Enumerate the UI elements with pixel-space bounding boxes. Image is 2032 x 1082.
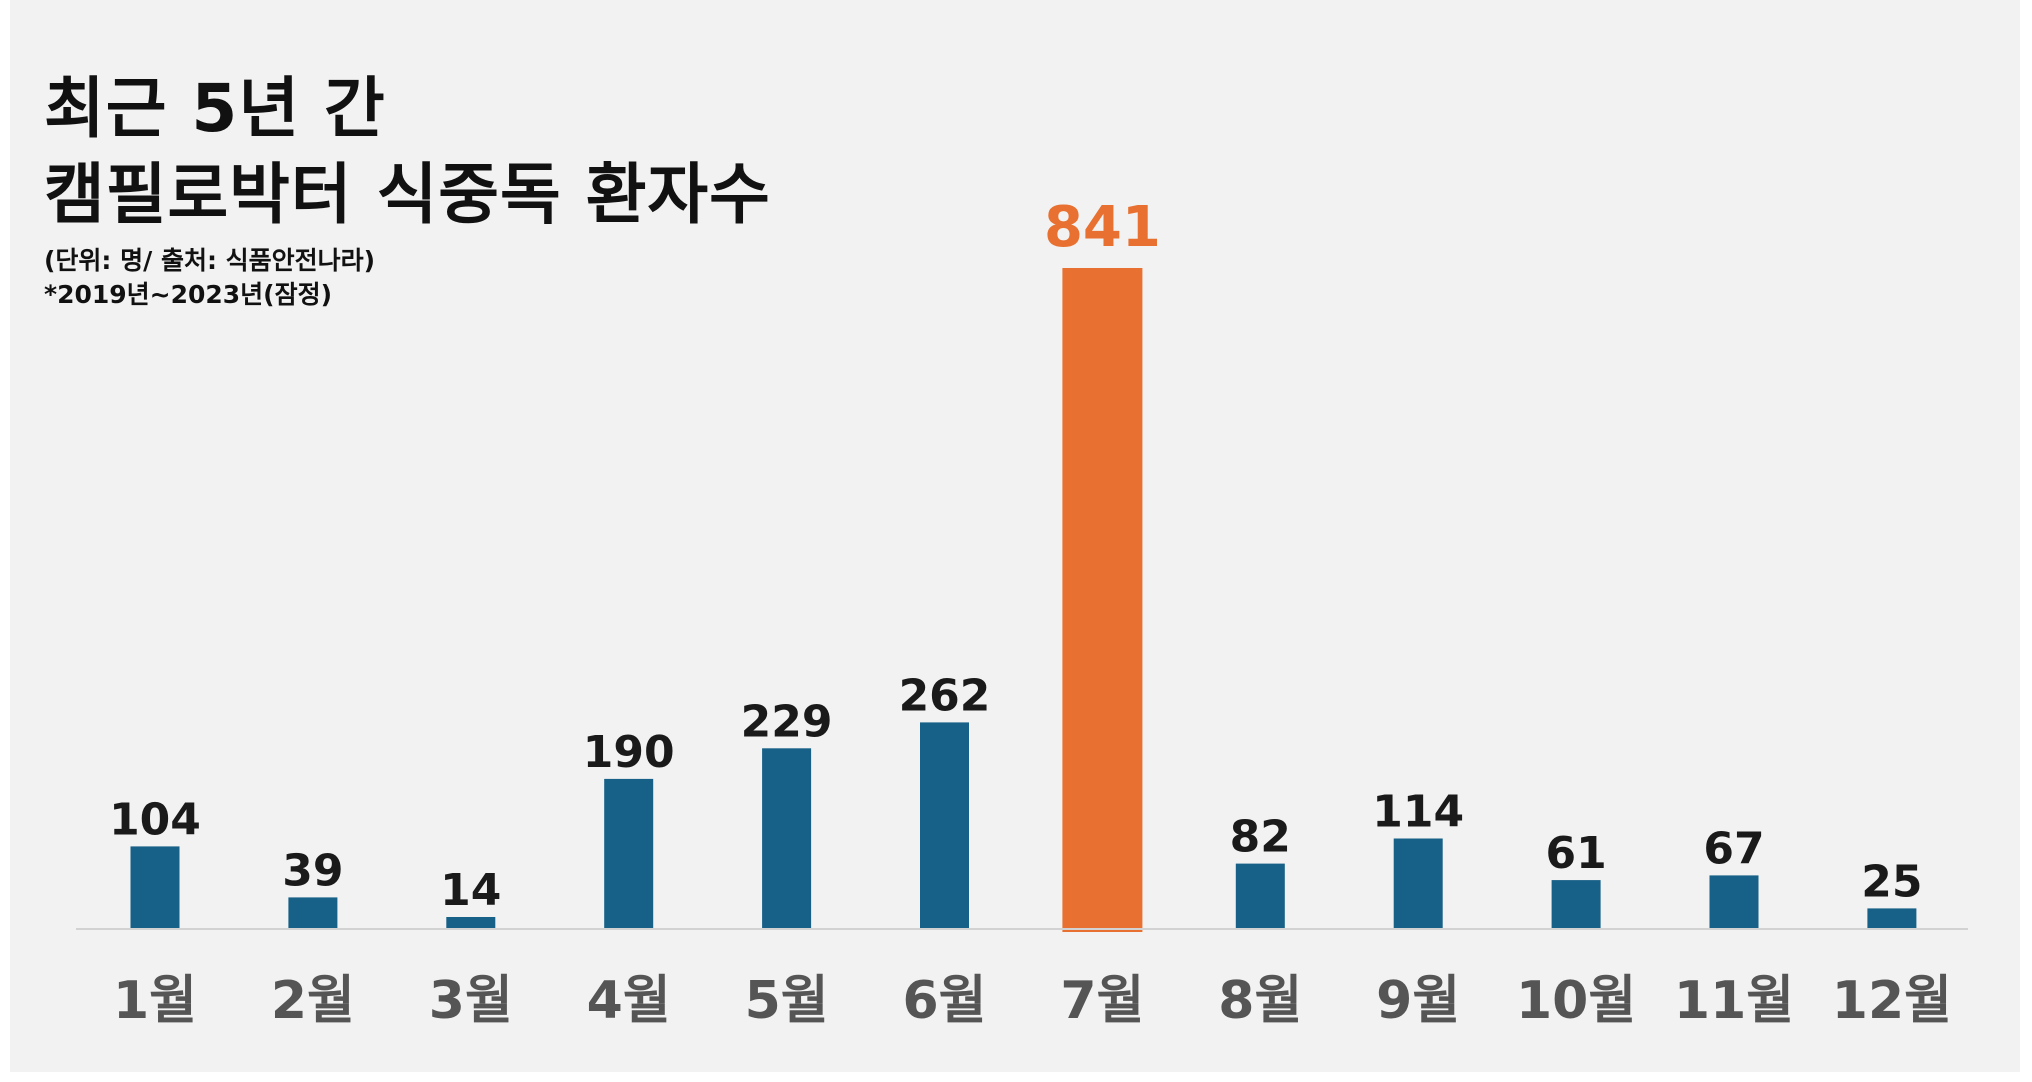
- bar-11: [1709, 875, 1759, 928]
- bar-1: [130, 846, 180, 928]
- category-label-9: 9월: [1376, 971, 1460, 1031]
- chart-notes: (단위: 명/ 출처: 식품안전나라) *2019년~2023년(잠정): [44, 244, 375, 312]
- category-label-1: 1월: [113, 971, 197, 1031]
- value-labels-layer: 104 39 14 190 229 262 841 82 114 61 67 25: [109, 195, 1922, 916]
- value-label-9: 114: [1372, 787, 1464, 838]
- category-label-10: 10월: [1516, 971, 1636, 1031]
- bar-12: [1867, 908, 1917, 928]
- bars-layer: [130, 268, 1917, 932]
- frame-right-edge: [2020, 0, 2032, 1082]
- chart-title-line1: 최근 5년 간: [44, 70, 386, 147]
- category-label-2: 2월: [271, 971, 355, 1031]
- value-label-8: 82: [1230, 812, 1291, 863]
- value-label-11: 67: [1703, 823, 1764, 874]
- category-label-12: 12월: [1832, 971, 1952, 1031]
- bar-10: [1551, 880, 1601, 928]
- category-label-5: 5월: [745, 971, 829, 1031]
- chart-title-line2: 캠필로박터 식중독 환자수: [44, 156, 771, 233]
- category-label-7: 7월: [1060, 971, 1144, 1031]
- value-label-4: 190: [583, 727, 675, 778]
- bar-6: [920, 722, 969, 928]
- bar-7: [1062, 268, 1143, 932]
- value-label-7: 841: [1044, 195, 1161, 260]
- frame-left-edge: [0, 0, 10, 1082]
- bar-5: [762, 748, 812, 928]
- frame-bottom-edge: [0, 1072, 2032, 1082]
- value-label-3: 14: [440, 865, 501, 916]
- category-label-6: 6월: [902, 971, 986, 1031]
- value-label-10: 61: [1545, 828, 1606, 879]
- period-note: *2019년~2023년(잠정): [44, 280, 333, 309]
- unit-source-note: (단위: 명/ 출처: 식품안전나라): [44, 246, 376, 275]
- category-label-4: 4월: [587, 971, 671, 1031]
- category-label-11: 11월: [1674, 971, 1794, 1031]
- chart-title: 최근 5년 간 캠필로박터 식중독 환자수: [44, 66, 771, 238]
- category-label-3: 3월: [429, 971, 513, 1031]
- value-label-6: 262: [899, 670, 991, 721]
- category-label-8: 8월: [1218, 971, 1302, 1031]
- value-label-12: 25: [1861, 856, 1922, 907]
- category-labels-layer: 1월 2월 3월 4월 5월 6월 7월 8월 9월 10월 11월 12월: [113, 971, 1952, 1031]
- value-label-2: 39: [282, 845, 343, 896]
- value-label-1: 104: [109, 794, 201, 845]
- bar-8: [1235, 863, 1285, 928]
- bar-2: [288, 897, 338, 928]
- bar-4: [604, 778, 654, 928]
- bar-9: [1393, 838, 1443, 928]
- value-label-5: 229: [741, 696, 833, 747]
- bar-3: [446, 917, 496, 928]
